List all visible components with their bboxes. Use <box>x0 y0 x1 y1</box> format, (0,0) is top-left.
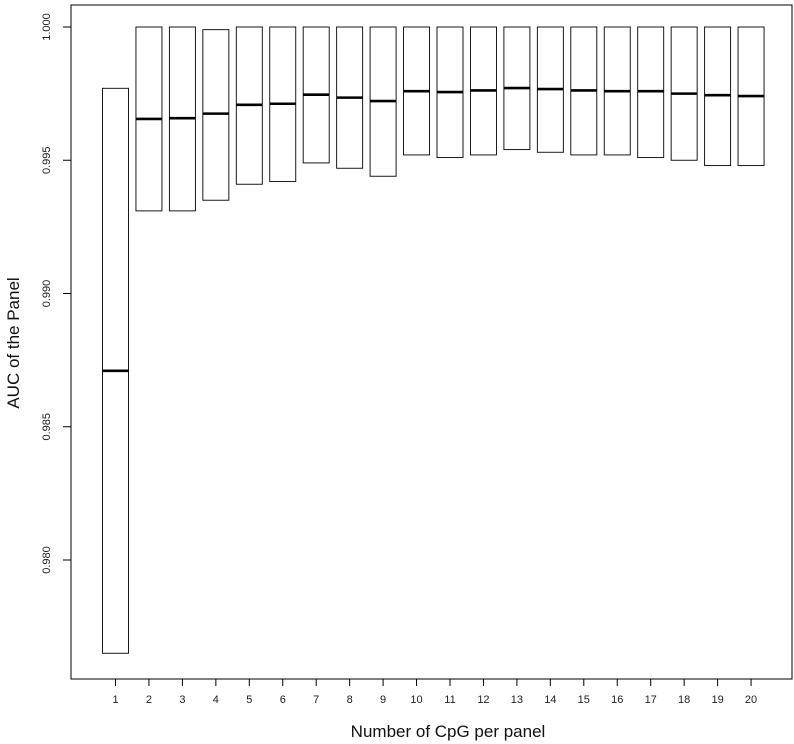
x-tick-label: 8 <box>347 694 353 706</box>
x-tick-label: 1 <box>112 694 118 706</box>
x-tick-label: 15 <box>578 694 590 706</box>
x-tick-label: 19 <box>711 694 723 706</box>
y-tick-label: 0.995 <box>41 146 53 174</box>
x-tick-label: 17 <box>645 694 657 706</box>
plot-frame <box>70 4 793 680</box>
x-tick-label: 10 <box>410 694 422 706</box>
x-tick-label: 20 <box>745 694 757 706</box>
y-tick-label: 0.990 <box>41 280 53 308</box>
x-axis: 1 2 3 4 5 6 7 8 9 10 11 12 13 14 15 16 17 18 19 20 <box>112 679 757 706</box>
y-tick-label: 1.000 <box>41 13 53 41</box>
x-tick-label: 16 <box>611 694 623 706</box>
boxes <box>102 26 765 654</box>
x-tick-label: 13 <box>511 694 523 706</box>
x-tick-label: 14 <box>544 694 556 706</box>
y-axis: 0.980 0.985 0.990 0.995 1.000 <box>41 13 71 574</box>
x-tick-label: 4 <box>213 694 219 706</box>
x-tick-label: 7 <box>313 694 319 706</box>
x-tick-label: 2 <box>146 694 152 706</box>
x-tick-label: 12 <box>477 694 489 706</box>
y-axis-title: AUC of the Panel <box>4 277 23 408</box>
y-tick-label: 0.985 <box>41 413 53 441</box>
x-tick-label: 3 <box>179 694 185 706</box>
x-tick-label: 9 <box>380 694 386 706</box>
box <box>202 29 230 201</box>
x-tick-label: 18 <box>678 694 690 706</box>
x-tick-label: 11 <box>444 694 455 706</box>
x-tick-label: 5 <box>246 694 252 706</box>
y-tick-label: 0.980 <box>41 546 53 574</box>
x-axis-title: Number of CpG per panel <box>351 722 546 741</box>
x-tick-label: 6 <box>280 694 286 706</box>
